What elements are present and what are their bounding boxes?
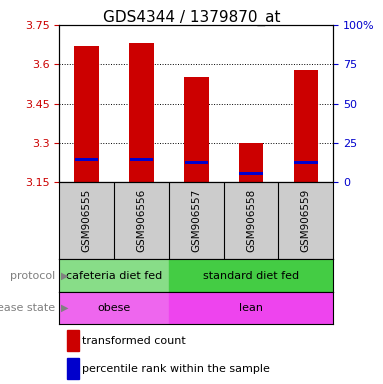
Bar [185, 161, 208, 164]
Text: GDS4344 / 1379870_at: GDS4344 / 1379870_at [103, 10, 280, 26]
Text: GSM906558: GSM906558 [246, 189, 256, 252]
Bar [184, 78, 209, 182]
Bar [59, 259, 169, 292]
Text: GSM906559: GSM906559 [301, 189, 311, 252]
Bar [75, 158, 98, 161]
Text: ▶: ▶ [61, 270, 69, 281]
Bar [239, 172, 263, 175]
Bar [74, 46, 99, 182]
Text: disease state: disease state [0, 303, 56, 313]
Text: transformed count: transformed count [82, 336, 186, 346]
Text: standard diet fed: standard diet fed [203, 270, 299, 281]
Text: cafeteria diet fed: cafeteria diet fed [66, 270, 162, 281]
Bar [130, 158, 153, 161]
Text: ▶: ▶ [61, 303, 69, 313]
Bar [294, 161, 318, 164]
Bar [67, 330, 79, 351]
Text: GSM906555: GSM906555 [82, 189, 92, 252]
Bar [293, 70, 318, 182]
Text: lean: lean [239, 303, 263, 313]
Bar [129, 43, 154, 182]
Bar [67, 358, 79, 379]
Text: GSM906557: GSM906557 [191, 189, 201, 252]
Bar [169, 259, 333, 292]
Text: obese: obese [98, 303, 131, 313]
Bar [169, 292, 333, 324]
Bar [239, 143, 264, 182]
Text: GSM906556: GSM906556 [136, 189, 147, 252]
Text: percentile rank within the sample: percentile rank within the sample [82, 364, 270, 374]
Bar [59, 292, 169, 324]
Text: protocol: protocol [10, 270, 56, 281]
